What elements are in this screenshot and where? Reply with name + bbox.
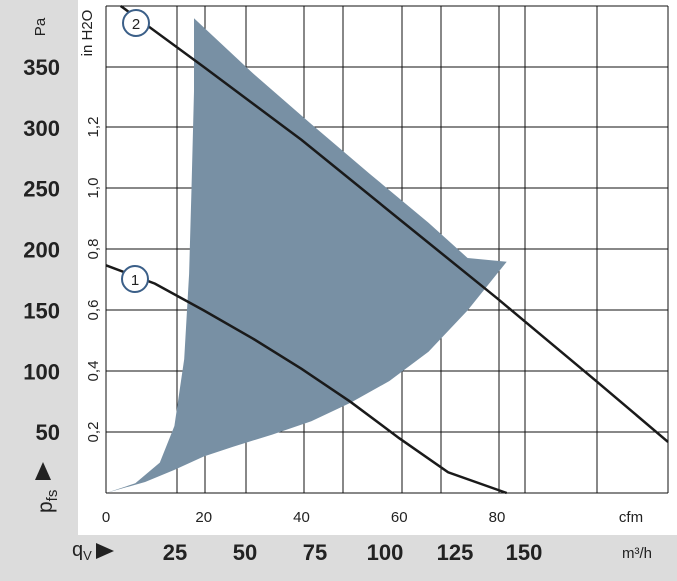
qv-label: qV xyxy=(72,539,114,563)
inh2o-tick-3: 0,8 xyxy=(85,239,102,260)
curve-1-line xyxy=(105,264,508,495)
cfm-tick-20: 20 xyxy=(195,509,212,526)
pfs-label: pfs xyxy=(34,462,61,513)
inh2o-tick-5: 1,2 xyxy=(85,117,102,138)
pa-tick-50: 50 xyxy=(36,420,60,445)
qv-arrow-icon xyxy=(96,543,114,559)
pa-tick-300: 300 xyxy=(23,116,60,141)
pa-unit-label: Pa xyxy=(32,17,49,36)
pa-tick-250: 250 xyxy=(23,177,60,202)
m3h-tick-125: 125 xyxy=(437,540,474,565)
cfm-tick-40: 40 xyxy=(293,509,310,526)
pfs-letter: p xyxy=(34,501,57,513)
pa-tick-100: 100 xyxy=(23,359,60,384)
cfm-tick-80: 80 xyxy=(489,509,506,526)
curve-2-label: 2 xyxy=(122,9,150,37)
cfm-tick-0: 0 xyxy=(102,509,110,526)
inh2o-tick-labels: 0,2 0,4 0,6 0,8 1,0 1,2 xyxy=(85,117,102,443)
m3h-tick-75: 75 xyxy=(303,540,327,565)
curve-2-number: 2 xyxy=(132,16,140,33)
inh2o-tick-4: 1,0 xyxy=(85,178,102,199)
left-axis-panel xyxy=(0,0,78,535)
m3h-tick-100: 100 xyxy=(367,540,404,565)
cfm-tick-60: 60 xyxy=(391,509,408,526)
pa-tick-150: 150 xyxy=(23,298,60,323)
inh2o-tick-1: 0,4 xyxy=(85,361,102,382)
qv-letter: q xyxy=(72,539,83,561)
curve-1-label: 1 xyxy=(121,265,149,293)
pa-tick-labels: 50 100 150 200 250 300 350 xyxy=(23,55,60,445)
m3h-tick-50: 50 xyxy=(233,540,257,565)
operating-area xyxy=(106,18,507,493)
m3h-tick-25: 25 xyxy=(163,540,187,565)
pfs-arrow-icon xyxy=(35,462,51,480)
inh2o-unit-label: in H2O xyxy=(79,10,96,57)
m3h-tick-150: 150 xyxy=(506,540,543,565)
cfm-unit-label: cfm xyxy=(619,509,643,526)
cfm-tick-labels: 0 20 40 60 80 xyxy=(102,509,505,526)
pa-tick-200: 200 xyxy=(23,238,60,263)
curve-1-number: 1 xyxy=(131,272,139,289)
inh2o-tick-0: 0,2 xyxy=(85,422,102,443)
curve-2-line xyxy=(119,4,669,443)
inh2o-tick-2: 0,6 xyxy=(85,300,102,321)
svg-text:pfs: pfs xyxy=(34,490,61,513)
m3h-unit-label: m³/h xyxy=(622,545,652,562)
pa-tick-350: 350 xyxy=(23,55,60,80)
svg-text:qV: qV xyxy=(72,539,92,563)
bottom-axis-panel xyxy=(0,535,677,581)
pfs-subscript: fs xyxy=(44,490,61,502)
qv-subscript: V xyxy=(83,548,92,563)
m3h-tick-labels: 25 50 75 100 125 150 xyxy=(163,540,543,565)
